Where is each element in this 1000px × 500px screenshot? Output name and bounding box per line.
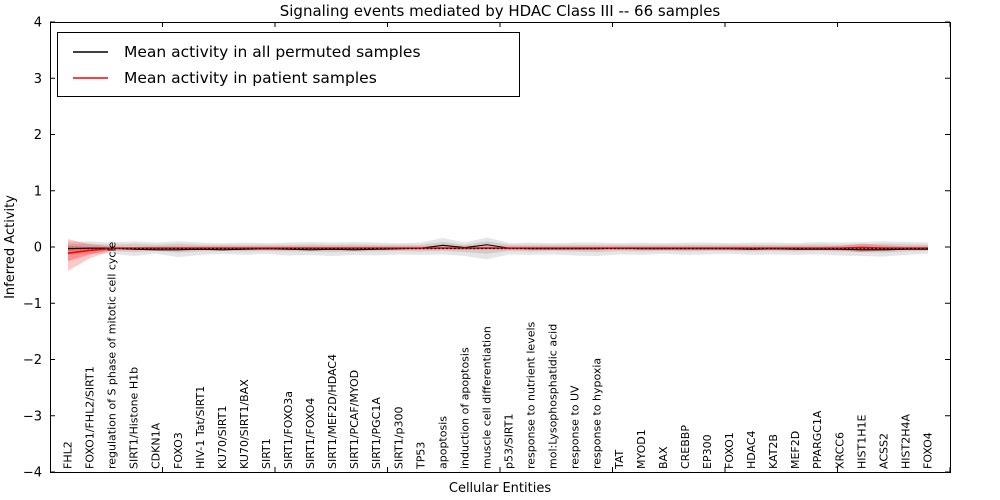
x-category-label: ACSS2	[877, 433, 890, 469]
x-category-label: muscle cell differentiation	[480, 326, 493, 469]
y-tick-label: −3	[23, 409, 42, 424]
patient-outer-band	[68, 239, 928, 271]
x-category-label: KU70/SIRT1/BAX	[238, 379, 251, 469]
legend-box	[57, 32, 520, 97]
x-category-label: response to hypoxia	[591, 358, 604, 469]
x-category-label: HIST2H4A	[899, 414, 912, 469]
y-tick-label: −1	[23, 297, 42, 312]
x-category-label: apoptosis	[436, 416, 449, 469]
y-tick-label: −4	[23, 466, 42, 481]
x-category-label: HIV-1 Tat/SIRT1	[194, 386, 207, 469]
x-category-label: p53/SIRT1	[503, 414, 516, 469]
x-axis-label: Cellular Entities	[449, 481, 551, 496]
y-tick-label: −2	[23, 353, 42, 368]
y-tick-label: 0	[34, 241, 42, 256]
y-axis-label: Inferred Activity	[3, 195, 18, 299]
x-category-label: SIRT1/FOXO4	[304, 398, 317, 469]
legend-label-permuted: Mean activity in all permuted samples	[124, 43, 421, 61]
x-category-label: EP300	[701, 434, 714, 469]
x-category-label: FOXO3	[172, 432, 185, 469]
x-category-label: KU70/SIRT1	[216, 406, 229, 469]
x-category-label: SIRT1/PCAF/MYOD	[348, 370, 361, 469]
x-category-label: MEF2D	[789, 431, 802, 469]
y-tick-label: 2	[34, 128, 42, 143]
y-tick-label: 1	[34, 184, 42, 199]
x-category-label: mol:Lysophosphatidic acid	[547, 324, 560, 469]
x-category-label: MYOD1	[635, 429, 648, 469]
x-category-label: induction of apoptosis	[458, 347, 471, 469]
x-category-label: SIRT1/p300	[392, 407, 405, 469]
x-category-label: response to nutrient levels	[525, 321, 538, 469]
x-category-label: SIRT1	[260, 438, 273, 469]
y-tick-label: 4	[34, 16, 42, 31]
x-category-label: HDAC4	[745, 430, 758, 469]
y-tick-label: 3	[34, 72, 42, 87]
x-category-label: SIRT1/FOXO3a	[282, 391, 295, 469]
x-category-label: HIST1H1E	[855, 415, 868, 469]
x-category-label: TP53	[414, 442, 427, 470]
x-category-label: PPARGC1A	[811, 410, 824, 469]
x-category-label: FOXO1	[723, 432, 736, 469]
x-category-label: FHL2	[62, 441, 75, 469]
legend: Mean activity in all permuted samples Me…	[57, 32, 520, 97]
plot-border	[50, 22, 951, 473]
x-category-label: SIRT1/Histone H1b	[128, 367, 141, 469]
x-category-label: regulation of S phase of mitotic cell cy…	[106, 241, 119, 469]
x-category-label: SIRT1/MEF2D/HDAC4	[326, 354, 339, 469]
x-category-label: TAT	[613, 449, 626, 470]
x-category-label: FOXO4	[922, 432, 935, 469]
legend-label-patient: Mean activity in patient samples	[124, 69, 377, 87]
category-labels: FHL2 FOXO1/FHL2/SIRT1 regulation of S phas…	[62, 241, 935, 470]
x-category-label: CDKN1A	[150, 422, 163, 469]
x-category-label: SIRT1/PGC1A	[370, 397, 383, 469]
chart-title: Signaling events mediated by HDAC Class …	[280, 2, 721, 20]
permuted-mean-line	[67, 244, 928, 251]
x-category-label: KAT2B	[767, 434, 780, 469]
x-category-label: XRCC6	[833, 432, 846, 469]
x-category-label: BAX	[657, 446, 670, 469]
x-category-label: CREBBP	[679, 425, 692, 469]
axis-ticks: 4 3 2 1 0 −1 −2 −3 −4	[23, 16, 951, 481]
confidence-bands	[68, 237, 928, 271]
mean-lines	[67, 244, 928, 254]
x-category-label: response to UV	[569, 385, 582, 469]
x-category-label: FOXO1/FHL2/SIRT1	[84, 366, 97, 469]
